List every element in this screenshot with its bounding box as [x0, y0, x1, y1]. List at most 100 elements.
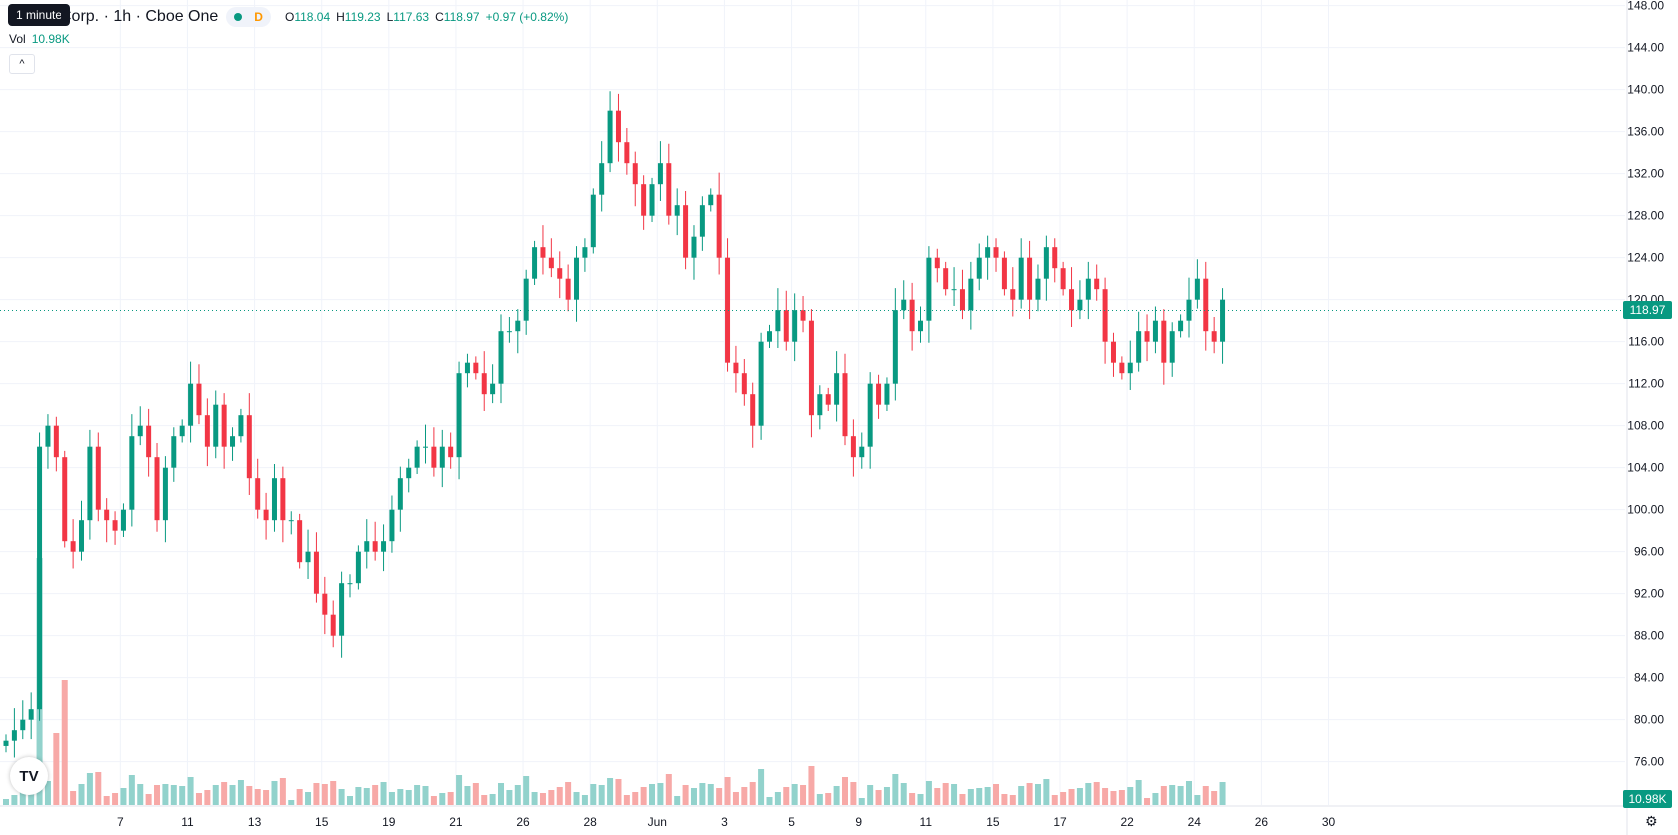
candle-body[interactable] [783, 310, 789, 342]
candle-body[interactable] [372, 541, 378, 552]
candle-body[interactable] [1102, 289, 1108, 342]
candle-body[interactable] [271, 478, 277, 521]
candle-body[interactable] [825, 394, 831, 405]
candle-body[interactable] [699, 205, 705, 237]
candle-body[interactable] [599, 163, 605, 195]
candle-body[interactable] [347, 583, 353, 585]
candle-body[interactable] [62, 457, 68, 542]
candle-body[interactable] [657, 163, 663, 185]
candle-body[interactable] [45, 425, 51, 447]
candle-body[interactable] [842, 373, 848, 437]
candle-body[interactable] [834, 373, 840, 405]
candle-body[interactable] [1018, 257, 1024, 300]
candle-body[interactable] [959, 289, 965, 311]
candle-body[interactable] [523, 278, 529, 321]
candle-body[interactable] [540, 247, 546, 258]
candle-body[interactable] [574, 257, 580, 300]
collapse-legend-button[interactable]: ^ [9, 54, 35, 74]
market-status[interactable]: D [226, 7, 271, 27]
tradingview-logo-icon[interactable]: TV [10, 757, 48, 795]
candle-body[interactable] [817, 394, 823, 416]
candle-body[interactable] [464, 362, 470, 374]
candle-body[interactable] [766, 331, 772, 342]
candle-body[interactable] [951, 289, 957, 291]
candle-body[interactable] [1136, 331, 1142, 363]
candle-body[interactable] [95, 446, 101, 510]
candle-body[interactable] [775, 310, 781, 332]
candle-body[interactable] [246, 415, 252, 479]
candle-body[interactable] [255, 478, 261, 510]
candle-body[interactable] [146, 425, 152, 458]
candle-body[interactable] [666, 163, 672, 216]
candle-body[interactable] [557, 268, 563, 279]
candle-body[interactable] [221, 404, 227, 447]
candle-body[interactable] [1152, 320, 1158, 342]
candle-body[interactable] [649, 184, 655, 216]
candle-body[interactable] [439, 446, 445, 468]
candle-body[interactable] [87, 446, 93, 521]
candle-body[interactable] [1203, 278, 1209, 332]
candle-body[interactable] [632, 163, 638, 185]
candle-body[interactable] [1127, 362, 1133, 374]
candle-body[interactable] [1052, 247, 1058, 269]
candle-body[interactable] [137, 425, 143, 437]
candle-body[interactable] [515, 320, 521, 332]
candle-body[interactable] [976, 257, 982, 279]
candle-body[interactable] [1001, 257, 1007, 290]
candle-body[interactable] [582, 247, 588, 258]
candle-body[interactable] [968, 278, 974, 311]
candle-body[interactable] [431, 446, 437, 468]
candle-body[interactable] [1035, 278, 1041, 300]
candle-body[interactable] [171, 436, 177, 468]
candle-body[interactable] [20, 719, 26, 731]
candle-body[interactable] [112, 520, 118, 531]
candle-body[interactable] [1069, 289, 1075, 311]
candle-body[interactable] [1043, 247, 1049, 279]
candle-body[interactable] [330, 614, 336, 636]
candle-body[interactable] [918, 320, 924, 332]
candle-body[interactable] [1094, 278, 1100, 290]
candle-body[interactable] [985, 247, 991, 258]
candle-body[interactable] [414, 446, 420, 468]
candle-body[interactable] [129, 436, 135, 510]
candle-body[interactable] [1161, 320, 1167, 363]
candle-body[interactable] [297, 520, 303, 563]
candle-body[interactable] [397, 478, 403, 510]
candle-body[interactable] [213, 404, 219, 447]
candle-body[interactable] [204, 415, 210, 447]
symbol-title[interactable]: Corp. · 1h · Cboe One [60, 8, 219, 25]
candle-body[interactable] [162, 467, 168, 521]
candle-body[interactable] [481, 373, 487, 395]
candle-body[interactable] [339, 583, 345, 636]
candle-body[interactable] [901, 299, 907, 311]
candle-body[interactable] [733, 362, 739, 374]
candle-body[interactable] [993, 247, 999, 258]
candle-body[interactable] [37, 446, 43, 710]
candle-body[interactable] [674, 205, 680, 216]
candle-body[interactable] [943, 268, 949, 290]
candle-body[interactable] [188, 383, 194, 426]
candle-body[interactable] [179, 425, 185, 437]
candle-body[interactable] [641, 184, 647, 216]
candle-body[interactable] [1194, 278, 1200, 300]
candle-body[interactable] [934, 257, 940, 269]
candle-body[interactable] [615, 110, 621, 143]
candle-body[interactable] [238, 415, 244, 437]
candle-body[interactable] [1085, 278, 1091, 300]
candle-body[interactable] [1178, 320, 1184, 332]
candle-body[interactable] [364, 541, 370, 552]
candle-body[interactable] [456, 373, 462, 458]
candle-body[interactable] [280, 478, 286, 521]
candle-body[interactable] [624, 142, 630, 164]
candle-body[interactable] [850, 436, 856, 458]
candle-body[interactable] [800, 310, 806, 321]
candle-body[interactable] [741, 373, 747, 395]
candle-body[interactable] [70, 541, 76, 552]
candle-body[interactable] [381, 541, 387, 552]
candle-body[interactable] [313, 551, 319, 594]
candle-body[interactable] [867, 383, 873, 447]
candle-body[interactable] [1119, 362, 1125, 374]
candle-body[interactable] [498, 331, 504, 384]
candle-body[interactable] [607, 110, 613, 164]
candle-body[interactable] [473, 362, 479, 374]
